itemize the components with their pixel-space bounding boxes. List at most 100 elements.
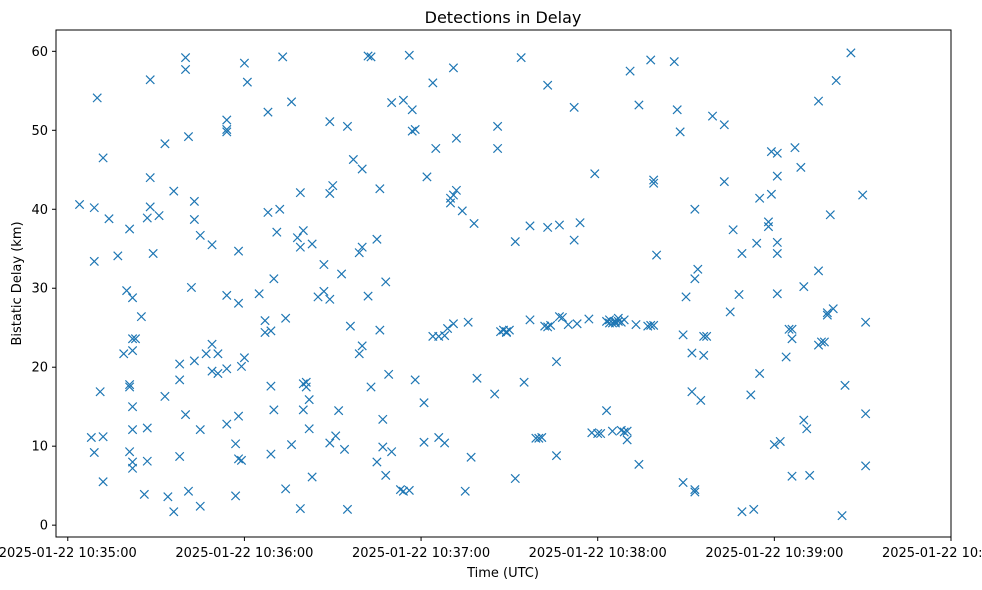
data-point bbox=[207, 366, 217, 376]
x-axis-label: Time (UTC) bbox=[466, 566, 539, 581]
data-point bbox=[813, 266, 824, 276]
data-point bbox=[860, 317, 871, 327]
data-point bbox=[799, 282, 809, 292]
data-point bbox=[186, 282, 197, 293]
data-point bbox=[719, 120, 729, 130]
data-point bbox=[802, 424, 812, 434]
data-point bbox=[699, 350, 709, 360]
data-point bbox=[345, 321, 356, 331]
data-point bbox=[472, 373, 482, 383]
data-point bbox=[222, 124, 232, 135]
data-point bbox=[669, 56, 679, 67]
data-point bbox=[207, 339, 217, 349]
data-point bbox=[233, 454, 244, 464]
data-point bbox=[781, 352, 791, 362]
data-point bbox=[127, 334, 138, 344]
data-point bbox=[607, 426, 618, 436]
data-point bbox=[678, 330, 688, 340]
data-point bbox=[278, 52, 288, 62]
data-point bbox=[175, 359, 185, 369]
data-point bbox=[545, 320, 556, 330]
data-point bbox=[292, 233, 303, 243]
data-point bbox=[122, 285, 132, 296]
data-point bbox=[649, 175, 659, 185]
data-point bbox=[678, 477, 688, 488]
x-tick-label: 2025-01-22 10:38:00 bbox=[529, 546, 667, 561]
data-point bbox=[510, 473, 520, 484]
data-point bbox=[342, 504, 353, 514]
data-point bbox=[395, 484, 406, 495]
data-point bbox=[183, 131, 194, 142]
data-point bbox=[275, 204, 285, 214]
data-point bbox=[622, 426, 632, 436]
data-point bbox=[634, 100, 644, 110]
data-point bbox=[180, 409, 191, 420]
data-point bbox=[366, 382, 376, 392]
data-point bbox=[154, 210, 164, 221]
data-point bbox=[755, 193, 765, 203]
data-point bbox=[492, 143, 503, 154]
data-point bbox=[784, 324, 794, 334]
data-point bbox=[822, 308, 832, 318]
data-point bbox=[772, 237, 782, 248]
data-point bbox=[646, 320, 656, 330]
data-point bbox=[239, 58, 250, 68]
data-point bbox=[348, 154, 358, 165]
data-point bbox=[790, 143, 800, 153]
data-point bbox=[728, 225, 738, 235]
data-point bbox=[796, 162, 806, 173]
data-point bbox=[239, 353, 250, 363]
data-point bbox=[766, 146, 777, 157]
data-point bbox=[372, 457, 382, 467]
data-point bbox=[98, 477, 108, 487]
data-point bbox=[649, 178, 659, 188]
data-point bbox=[525, 221, 535, 231]
x-tick-label: 2025-01-22 10:36:00 bbox=[175, 546, 313, 561]
data-point bbox=[124, 382, 135, 392]
y-tick-label: 20 bbox=[31, 361, 48, 376]
data-point bbox=[160, 139, 170, 149]
data-point bbox=[387, 98, 397, 108]
data-point bbox=[363, 51, 373, 61]
data-point bbox=[569, 235, 579, 245]
data-point bbox=[124, 224, 135, 234]
data-point bbox=[145, 75, 155, 85]
data-point bbox=[127, 346, 138, 356]
data-point bbox=[805, 470, 815, 481]
data-point bbox=[419, 437, 429, 447]
data-point bbox=[404, 50, 414, 60]
data-point bbox=[124, 379, 135, 390]
data-point bbox=[593, 428, 603, 439]
data-point bbox=[195, 501, 205, 511]
data-point bbox=[295, 503, 305, 514]
data-point bbox=[551, 451, 562, 461]
data-point bbox=[286, 439, 297, 450]
data-point bbox=[428, 78, 438, 88]
data-point bbox=[466, 452, 476, 462]
data-point bbox=[860, 461, 871, 471]
data-point bbox=[298, 225, 308, 236]
data-point bbox=[372, 234, 382, 244]
data-point bbox=[431, 143, 441, 154]
data-point bbox=[819, 337, 830, 347]
data-point bbox=[525, 315, 535, 325]
data-point bbox=[169, 186, 179, 196]
scatter-points bbox=[74, 48, 871, 521]
data-point bbox=[492, 121, 503, 131]
data-point bbox=[130, 334, 141, 344]
data-point bbox=[92, 93, 102, 103]
data-point bbox=[543, 80, 553, 90]
data-point bbox=[236, 361, 247, 372]
data-point bbox=[286, 97, 297, 107]
data-point bbox=[769, 439, 779, 450]
data-point bbox=[625, 66, 635, 76]
data-point bbox=[325, 188, 335, 199]
data-point bbox=[410, 375, 420, 385]
data-point bbox=[222, 290, 232, 300]
data-point bbox=[357, 341, 367, 351]
data-point bbox=[269, 274, 279, 284]
data-point bbox=[460, 486, 470, 496]
data-point bbox=[319, 286, 329, 297]
data-point bbox=[331, 431, 341, 441]
data-point bbox=[725, 307, 735, 317]
